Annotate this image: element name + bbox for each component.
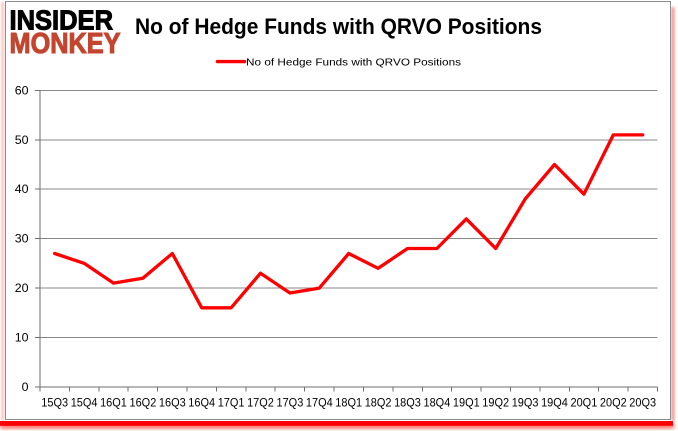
svg-text:16Q1: 16Q1 [100,397,127,410]
svg-text:20Q3: 20Q3 [629,397,656,410]
svg-text:18Q3: 18Q3 [394,397,421,410]
svg-text:60: 60 [15,83,29,97]
svg-text:18Q4: 18Q4 [424,397,451,410]
svg-text:18Q1: 18Q1 [335,397,362,410]
svg-text:17Q1: 17Q1 [218,397,245,410]
svg-text:15Q4: 15Q4 [71,397,98,410]
svg-text:50: 50 [15,133,29,147]
svg-text:17Q4: 17Q4 [306,397,333,410]
svg-text:No of Hedge Funds with QRVO Po: No of Hedge Funds with QRVO Positions [246,57,461,68]
svg-text:40: 40 [15,182,29,196]
svg-text:16Q2: 16Q2 [130,397,157,410]
svg-text:20Q2: 20Q2 [600,397,627,410]
svg-text:19Q2: 19Q2 [482,397,509,410]
svg-text:15Q3: 15Q3 [41,397,68,410]
svg-text:18Q2: 18Q2 [365,397,392,410]
svg-text:MONKEY: MONKEY [10,28,121,60]
svg-text:20Q1: 20Q1 [571,397,598,410]
svg-text:16Q4: 16Q4 [188,397,215,410]
svg-text:19Q1: 19Q1 [453,397,480,410]
svg-text:30: 30 [15,232,29,246]
svg-text:19Q4: 19Q4 [541,397,568,410]
svg-text:INSIDER: INSIDER [10,4,114,35]
svg-text:17Q3: 17Q3 [277,397,304,410]
svg-text:20: 20 [15,281,29,295]
svg-text:0: 0 [22,380,29,394]
svg-text:16Q3: 16Q3 [159,397,186,410]
svg-text:19Q3: 19Q3 [512,397,539,410]
svg-text:10: 10 [15,331,29,345]
svg-text:17Q2: 17Q2 [247,397,274,410]
svg-text:No of Hedge Funds with QRVO Po: No of Hedge Funds with QRVO Positions [135,14,542,39]
